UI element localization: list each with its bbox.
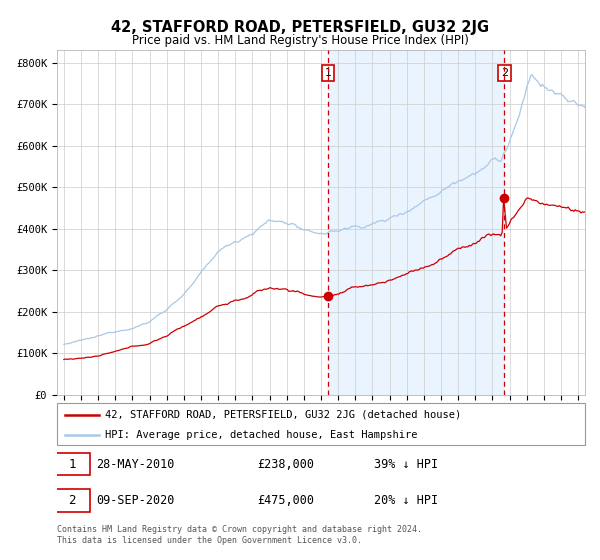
FancyBboxPatch shape: [55, 489, 90, 512]
FancyBboxPatch shape: [55, 453, 90, 475]
Text: 20% ↓ HPI: 20% ↓ HPI: [374, 494, 438, 507]
Text: 39% ↓ HPI: 39% ↓ HPI: [374, 458, 438, 470]
Text: 1: 1: [68, 458, 76, 470]
Text: HPI: Average price, detached house, East Hampshire: HPI: Average price, detached house, East…: [104, 430, 417, 440]
Text: £475,000: £475,000: [257, 494, 314, 507]
Text: Price paid vs. HM Land Registry's House Price Index (HPI): Price paid vs. HM Land Registry's House …: [131, 34, 469, 46]
FancyBboxPatch shape: [57, 403, 585, 445]
Text: 09-SEP-2020: 09-SEP-2020: [97, 494, 175, 507]
Text: 42, STAFFORD ROAD, PETERSFIELD, GU32 2JG (detached house): 42, STAFFORD ROAD, PETERSFIELD, GU32 2JG…: [104, 410, 461, 420]
Text: Contains HM Land Registry data © Crown copyright and database right 2024.
This d: Contains HM Land Registry data © Crown c…: [57, 525, 422, 545]
Text: 42, STAFFORD ROAD, PETERSFIELD, GU32 2JG: 42, STAFFORD ROAD, PETERSFIELD, GU32 2JG: [111, 20, 489, 35]
Text: £238,000: £238,000: [257, 458, 314, 470]
Text: 2: 2: [500, 68, 508, 78]
Text: 28-MAY-2010: 28-MAY-2010: [97, 458, 175, 470]
Text: 2: 2: [68, 494, 76, 507]
Bar: [328, 50, 504, 395]
Text: 1: 1: [325, 68, 332, 78]
